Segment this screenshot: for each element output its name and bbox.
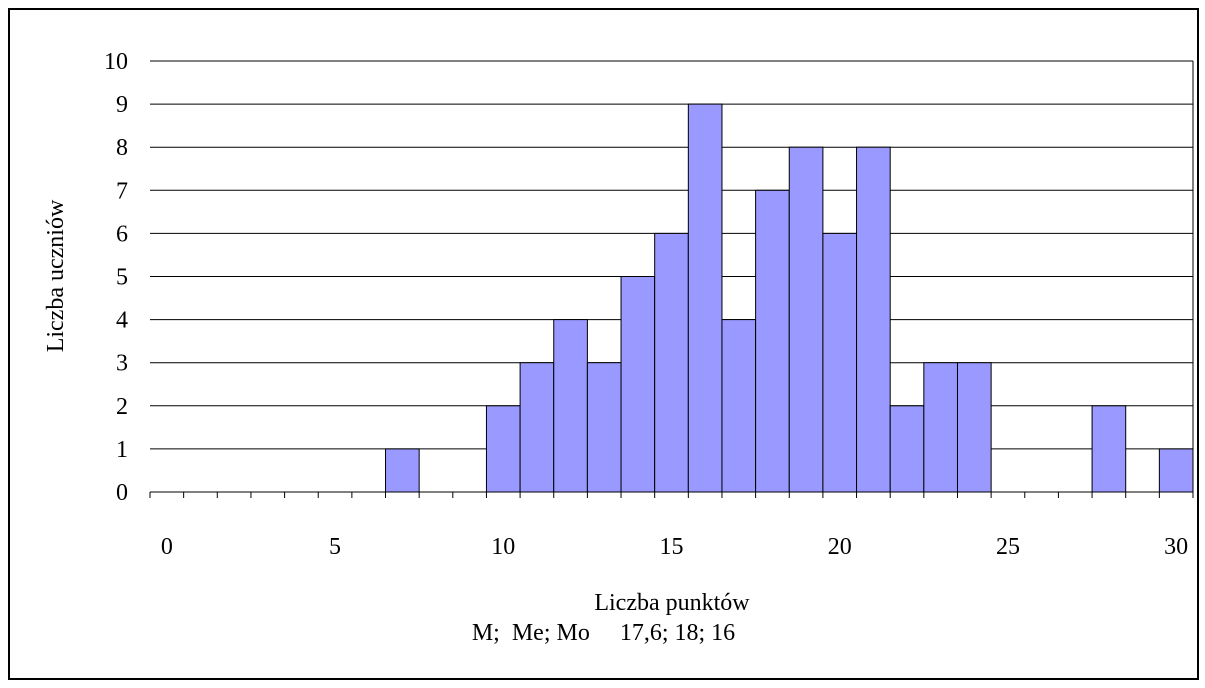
x-axis-title: Liczba punktów xyxy=(594,590,750,616)
y-tick-label: 5 xyxy=(116,265,128,291)
histogram-bar xyxy=(856,146,891,493)
histogram-bar xyxy=(755,189,790,493)
x-tick-label: 30 xyxy=(1164,534,1188,560)
histogram-bar xyxy=(385,448,420,493)
histogram-bar xyxy=(923,362,958,493)
gridlines xyxy=(150,60,1193,450)
x-tick-label: 5 xyxy=(329,534,341,560)
histogram-bar xyxy=(721,319,757,493)
histogram-bar xyxy=(519,362,555,493)
x-tick-label: 10 xyxy=(491,534,515,560)
y-tick-label: 4 xyxy=(116,308,128,334)
statistics-label: M; Me; Mo xyxy=(471,620,590,646)
x-tick-label: 25 xyxy=(996,534,1020,560)
y-tick-label: 0 xyxy=(116,480,128,506)
histogram-bar xyxy=(1091,405,1127,493)
y-tick-label: 9 xyxy=(116,92,128,118)
x-tick-label: 0 xyxy=(161,534,173,560)
y-tick-label: 10 xyxy=(104,49,128,75)
bars xyxy=(385,103,1194,493)
y-tick-labels: 0 1 2 3 4 5 6 7 8 9 10 xyxy=(104,49,128,506)
histogram-bar xyxy=(956,362,992,493)
y-tick-label: 1 xyxy=(116,437,128,463)
histogram-bar xyxy=(586,362,622,493)
y-tick-label: 2 xyxy=(116,394,128,420)
x-tick-label: 20 xyxy=(828,534,852,560)
histogram-bar xyxy=(654,232,689,493)
chart-frame xyxy=(8,8,1199,680)
histogram-bar xyxy=(1158,448,1194,493)
x-tick-labels: 0 5 10 15 20 25 30 xyxy=(161,534,1188,560)
statistics-values: 17,6; 18; 16 xyxy=(619,620,736,646)
histogram-bar xyxy=(687,103,723,493)
histogram-bar xyxy=(485,405,521,493)
histogram-bar xyxy=(788,146,824,493)
x-tick-label: 15 xyxy=(660,534,684,560)
y-tick-label: 8 xyxy=(116,135,128,161)
y-tick-label: 6 xyxy=(116,221,128,247)
statistics-caption: M; Me; Mo 17,6; 18; 16 xyxy=(8,620,1199,647)
y-tick-label: 7 xyxy=(116,178,128,204)
histogram-bar xyxy=(889,405,925,493)
axes xyxy=(149,61,1194,498)
histogram-bar xyxy=(553,319,588,493)
y-tick-label: 3 xyxy=(116,351,128,377)
histogram-bar xyxy=(620,276,656,493)
y-axis-title: Liczba uczniów xyxy=(43,199,69,352)
histogram-bar xyxy=(822,232,858,493)
